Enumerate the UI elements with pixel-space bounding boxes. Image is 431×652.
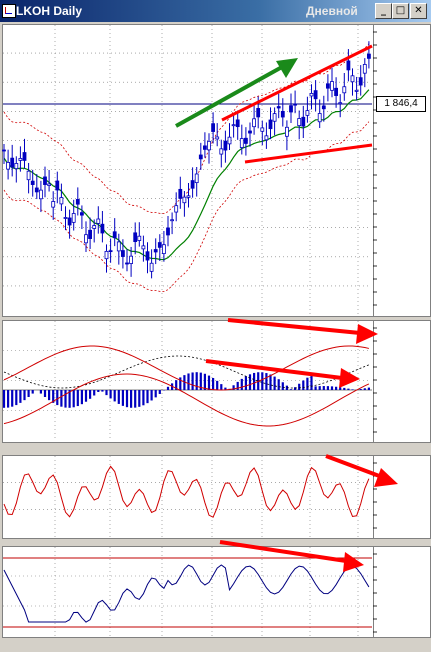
oscillator-axis: [373, 455, 431, 539]
price-pane[interactable]: [2, 24, 374, 317]
price-axis: [373, 24, 431, 317]
last-price-label: 1 846,4: [376, 96, 426, 112]
restore-icon[interactable]: □: [392, 3, 409, 19]
window-title: LKOH Daily: [16, 4, 83, 18]
macd-pane[interactable]: [2, 320, 374, 443]
rsi-axis: [373, 546, 431, 638]
rsi-pane[interactable]: [2, 546, 374, 638]
timeframe-label: Дневной: [306, 4, 358, 18]
macd-axis: [373, 320, 431, 443]
app-icon: [2, 4, 16, 18]
title-bar[interactable]: LKOH Daily Дневной _ □ ✕: [0, 0, 431, 22]
oscillator-pane[interactable]: [2, 455, 374, 539]
close-icon[interactable]: ✕: [410, 3, 427, 19]
minimize-icon[interactable]: _: [375, 3, 392, 19]
